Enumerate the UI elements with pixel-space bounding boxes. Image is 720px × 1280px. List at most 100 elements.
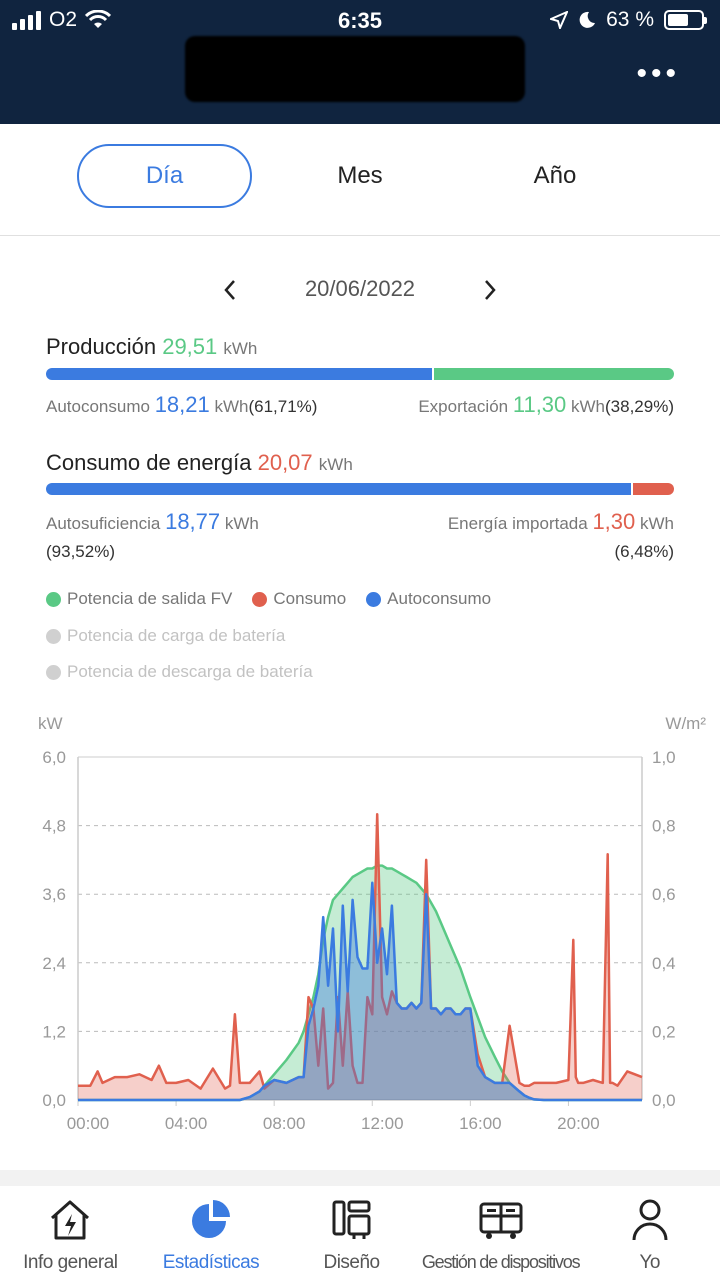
legend-self[interactable]: Autoconsumo (366, 589, 491, 609)
series-self-consumption-area (78, 882, 642, 1100)
nav-devices[interactable]: Gestión de dispositivos (421, 1186, 581, 1280)
self-consumption-pct: (61,71%) (248, 397, 318, 416)
legend-consumption-dot (252, 591, 268, 607)
self-consumption-value: 18,21 (154, 392, 210, 417)
nav-layout-label: Diseño (323, 1252, 380, 1273)
nav-overview-label: Info general (23, 1252, 118, 1273)
carrier: O2 (12, 8, 112, 32)
production-bar-self (46, 368, 434, 380)
bottom-nav: Info general Estadísticas Diseño Gestión… (0, 1186, 720, 1280)
y-tick-label: 6,0 (42, 748, 66, 767)
export-stat: Exportación 11,30 kWh(38,29%) (418, 392, 674, 418)
y-tick-label-right: 0,6 (652, 885, 676, 904)
legend-pv[interactable]: Potencia de salida FV (46, 589, 232, 609)
power-chart[interactable]: kW W/m² 0,0 0,0 1,2 0,2 2,4 0,4 3,6 0,6 4,8 0,8 6,0 1… (0, 705, 720, 1145)
app-header: O2 6:35 63 % ••• (0, 0, 720, 124)
pie-chart-icon (191, 1200, 230, 1238)
self-consumption-unit: kWh (214, 397, 249, 416)
devices-icon (479, 1202, 523, 1239)
import-label: Energía importada (447, 514, 588, 533)
nav-me-label: Yo (639, 1252, 660, 1273)
export-value: 11,30 (512, 392, 567, 417)
legend-pv-label: Potencia de salida FV (67, 589, 233, 608)
consumption-value: 20,07 (257, 450, 313, 475)
export-label: Exportación (418, 397, 509, 416)
next-day-button[interactable] (475, 270, 505, 308)
y-tick-label: 3,6 (42, 885, 66, 904)
y-tick-label-right: 1,0 (652, 748, 676, 767)
x-tick-label: 08:00 (263, 1114, 306, 1133)
production-label: Producción (46, 334, 157, 359)
export-pct: (38,29%) (605, 397, 674, 416)
separator (0, 1170, 720, 1186)
series-consumption-line (78, 812, 643, 1090)
chevron-left-icon (224, 280, 235, 300)
x-tick-label: 12:00 (361, 1114, 404, 1133)
y-axis-unit-right: W/m² (665, 714, 706, 733)
consumption-label: Consumo de energía (46, 450, 252, 475)
nav-overview[interactable]: Info general (0, 1186, 141, 1280)
y-tick-label-right: 0,8 (652, 817, 676, 836)
consumption-bar-self (46, 483, 634, 495)
legend-discharge[interactable]: Potencia de descarga de batería (46, 662, 313, 682)
legend-discharge-dot (46, 664, 61, 680)
tab-year[interactable]: Año (533, 162, 577, 189)
period-tabs: Día Mes Año (0, 124, 720, 236)
consumption-bar (46, 483, 674, 495)
import-stat: Energía importada 1,30 kWh (6,48%) (448, 508, 674, 566)
legend-charge-label: Potencia de carga de batería (67, 626, 286, 645)
x-tick-label: 20:00 (557, 1114, 600, 1133)
battery-percent: 63 % (606, 8, 654, 31)
x-tick-label: 04:00 (165, 1114, 208, 1133)
self-sufficiency-pct: (93,52%) (46, 542, 115, 561)
consumption-bar-import (633, 483, 674, 495)
nav-devices-label: Gestión de dispositivos (421, 1252, 581, 1272)
series-pv-area (78, 865, 642, 1100)
date-label[interactable]: 20/06/2022 (304, 276, 416, 301)
production-unit: kWh (223, 339, 258, 358)
chevron-right-icon (485, 280, 496, 300)
import-unit: kWh (640, 514, 674, 533)
layout-icon (332, 1200, 371, 1239)
tab-month[interactable]: Mes (337, 162, 383, 189)
self-sufficiency-unit: kWh (224, 514, 259, 533)
clock: 6:35 (337, 8, 383, 33)
legend-charge-dot (46, 628, 61, 644)
nav-layout[interactable]: Diseño (281, 1186, 422, 1280)
prev-day-button[interactable] (215, 270, 245, 308)
chart-legend: Potencia de salida FV Consumo Autoconsum… (46, 589, 491, 609)
self-sufficiency-label: Autosuficiencia (46, 514, 161, 533)
series-self-consumption-line (78, 881, 642, 1102)
status-right: 63 % (550, 8, 707, 32)
user-icon (632, 1199, 668, 1241)
carrier-name: O2 (49, 8, 78, 31)
production-title: Producción 29,51 kWh (46, 334, 257, 360)
wifi-icon (85, 10, 112, 28)
import-value: 1,30 (592, 509, 636, 534)
production-bar (46, 368, 674, 380)
home-lightning-icon (51, 1200, 90, 1240)
y-tick-label: 0,0 (42, 1091, 66, 1110)
nav-statistics-label: Estadísticas (162, 1252, 260, 1273)
x-tick-label: 00:00 (67, 1114, 110, 1133)
self-consumption-label: Autoconsumo (46, 397, 150, 416)
signal-icon (12, 10, 41, 30)
x-tick-label: 16:00 (459, 1114, 502, 1133)
tab-day[interactable]: Día (77, 144, 252, 208)
location-icon (550, 11, 569, 29)
y-axis-unit-left: kW (38, 714, 63, 733)
production-value: 29,51 (162, 334, 218, 359)
legend-self-dot (366, 591, 382, 607)
more-dots-icon[interactable]: ••• (636, 57, 680, 90)
self-sufficiency-value: 18,77 (165, 509, 221, 534)
self-consumption-stat: Autoconsumo 18,21 kWh(61,71%) (46, 392, 317, 418)
nav-me[interactable]: Yo (579, 1186, 720, 1280)
legend-consumption[interactable]: Consumo (252, 589, 346, 609)
status-bar: O2 6:35 63 % (0, 0, 720, 40)
nav-statistics[interactable]: Estadísticas (141, 1186, 282, 1280)
y-tick-label: 1,2 (42, 1022, 66, 1041)
production-bar-export (433, 368, 674, 380)
legend-charge[interactable]: Potencia de carga de batería (46, 626, 285, 646)
self-sufficiency-stat: Autosuficiencia 18,77 kWh (93,52%) (46, 508, 259, 566)
y-tick-label-right: 0,4 (652, 954, 676, 973)
